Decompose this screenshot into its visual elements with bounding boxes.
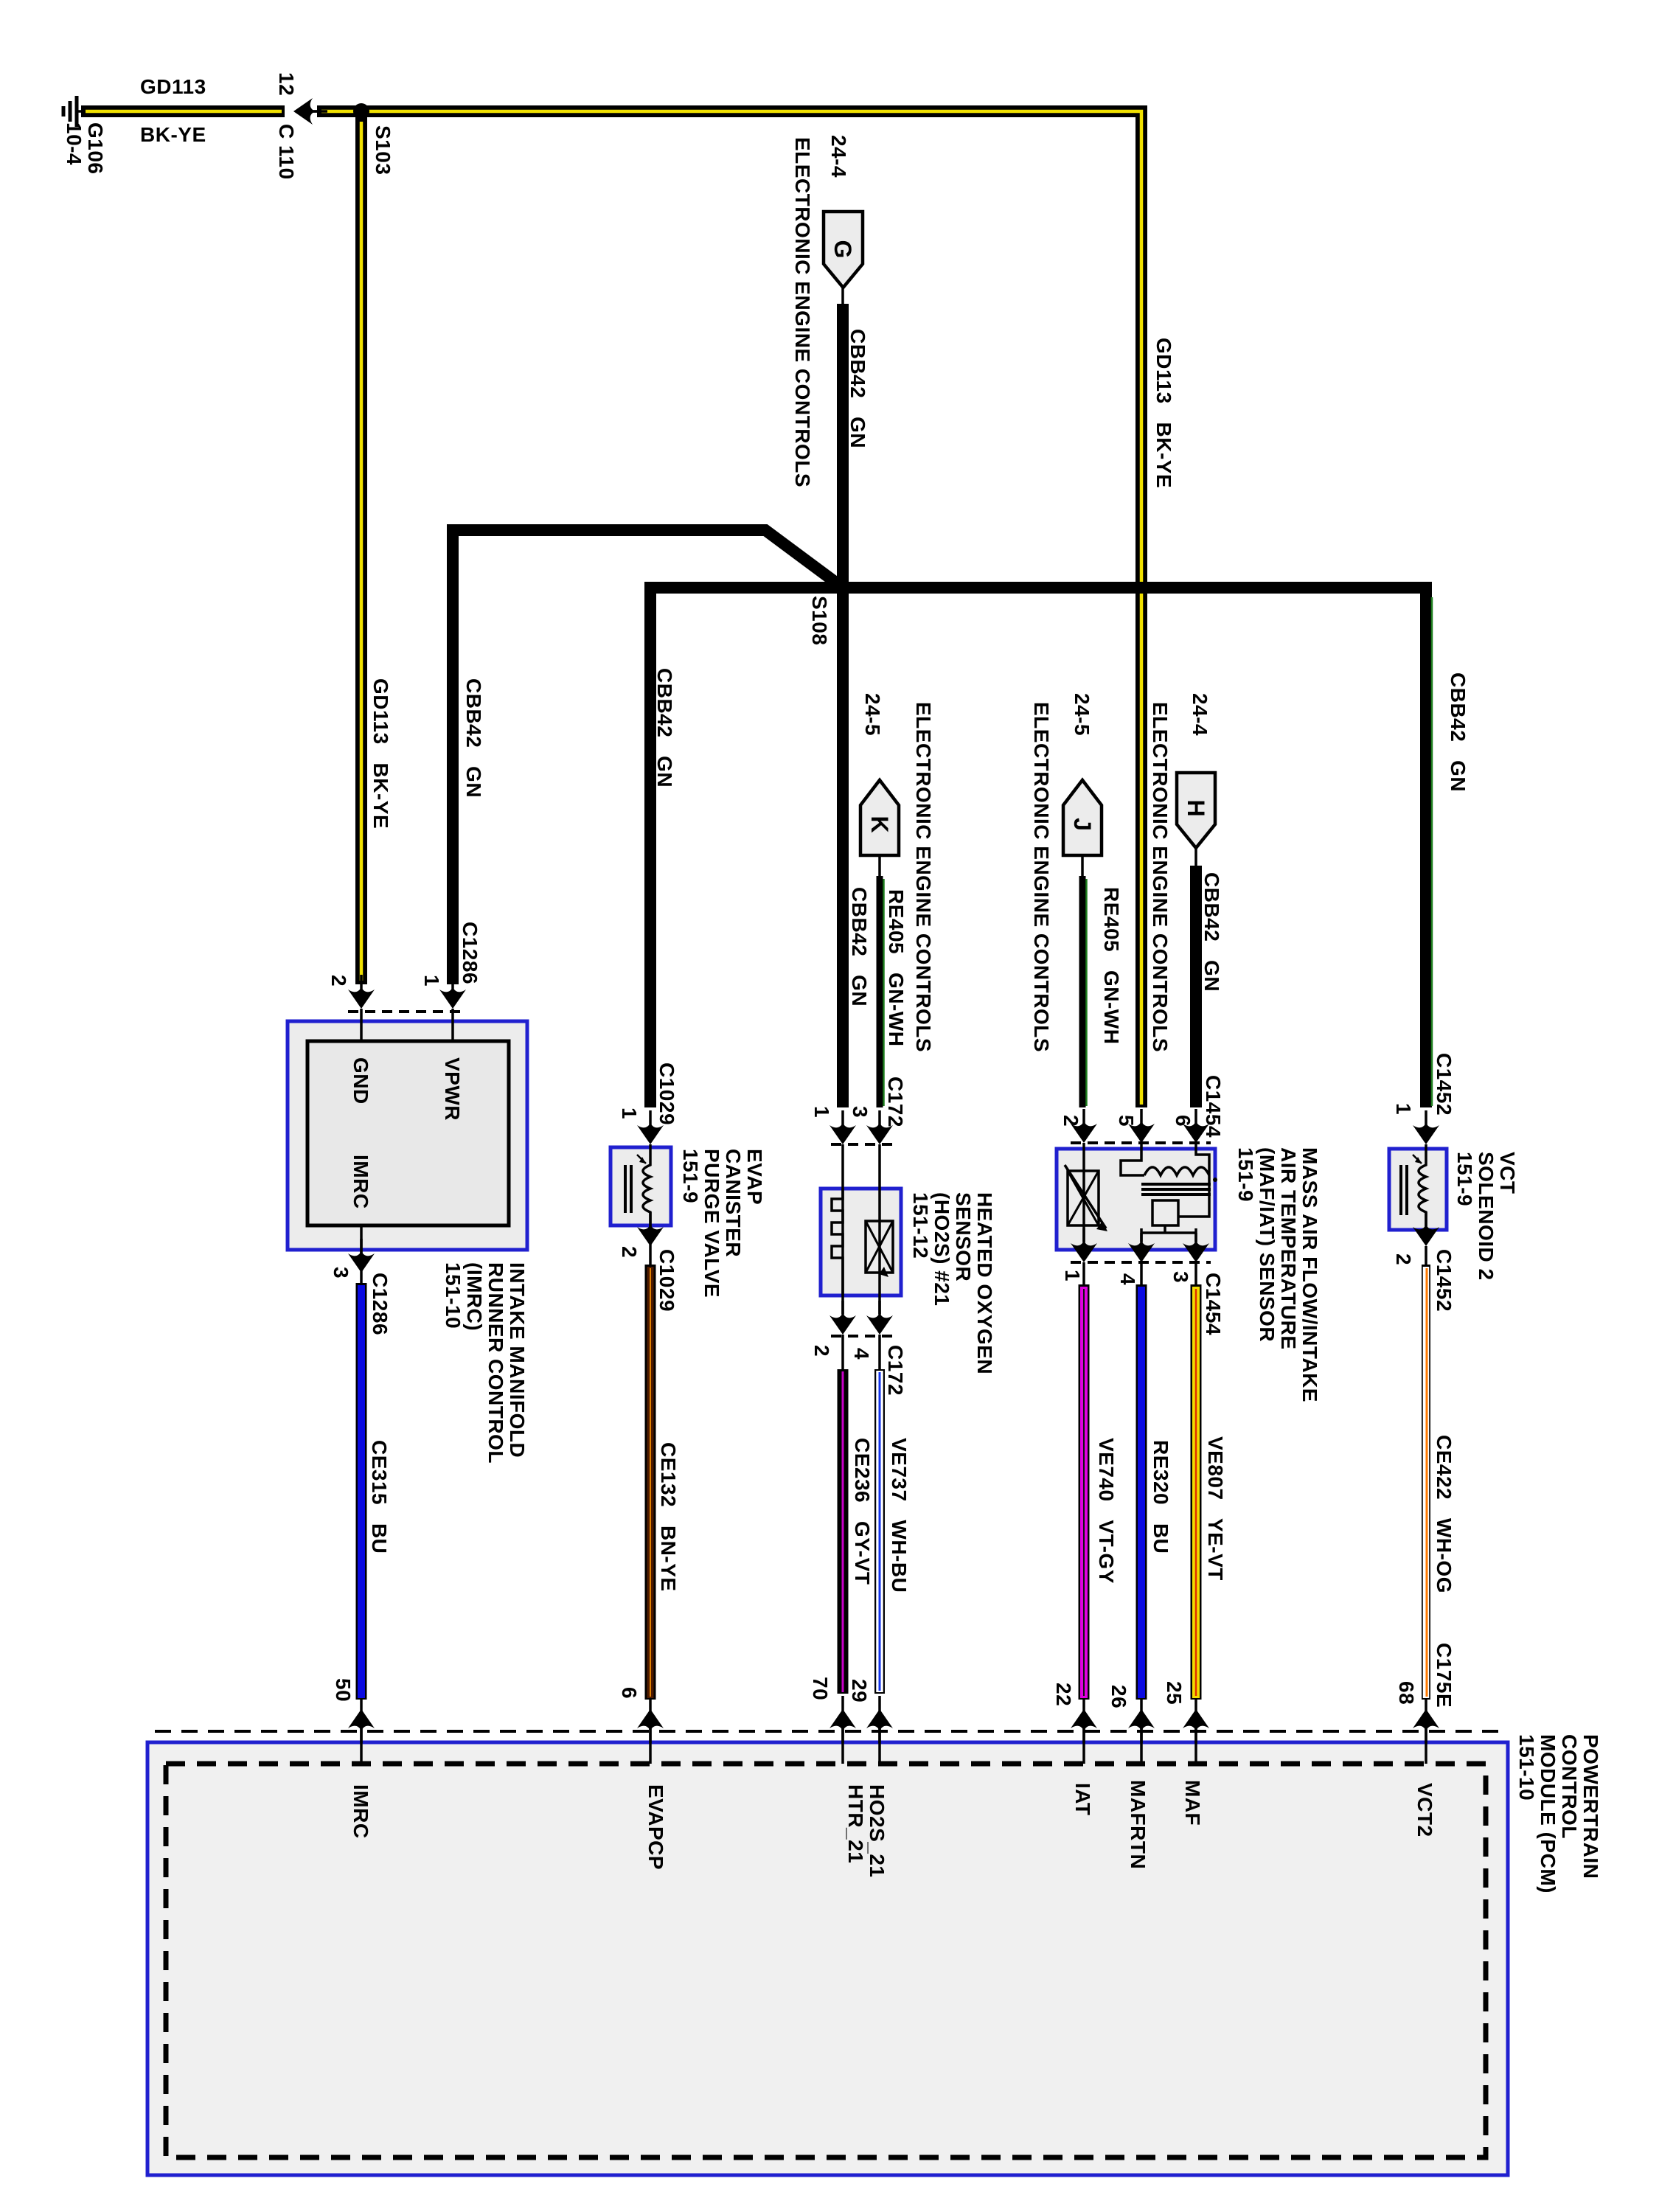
ground-symbol-icon [61,96,84,127]
connector-j-pentagon [1061,777,1104,858]
maf-hotwire-icon [1141,1166,1217,1227]
connector-g-pentagon [821,209,865,291]
pcm-box [145,1740,1510,2177]
maf-sensor-element-icon [1063,1164,1107,1231]
splice-s108-dot [835,580,851,596]
evap-solenoid-icon [624,1144,654,1225]
c110-arrow-icon [292,97,329,126]
connector-j-letter: J [1069,818,1096,831]
wire-runs [81,105,1433,1107]
connector-h-letter: H [1183,799,1209,816]
maf-iat-sensor-box [1054,1147,1217,1252]
connector-h-pentagon [1175,771,1217,851]
ho2s-sensor-cell-icon [864,1220,894,1277]
colored-wires [355,1265,1430,1700]
ho2s-heater-icon [830,1189,844,1295]
splice-s103-dot [353,103,369,119]
vct-solenoid-icon [1399,1144,1430,1225]
connector-g-letter: G [830,240,856,259]
connector-k-letter: K [866,815,893,832]
inline-connector-pentagons [821,209,1217,858]
connector-boundaries [155,1010,1503,1733]
imrc-box [285,1019,529,1252]
ho2s-sensor-box [818,1186,903,1298]
connector-pin-arrows [292,97,1441,1745]
pcm-inner-dashed-border [163,1761,1489,2160]
connector-k-pentagon [858,777,901,858]
